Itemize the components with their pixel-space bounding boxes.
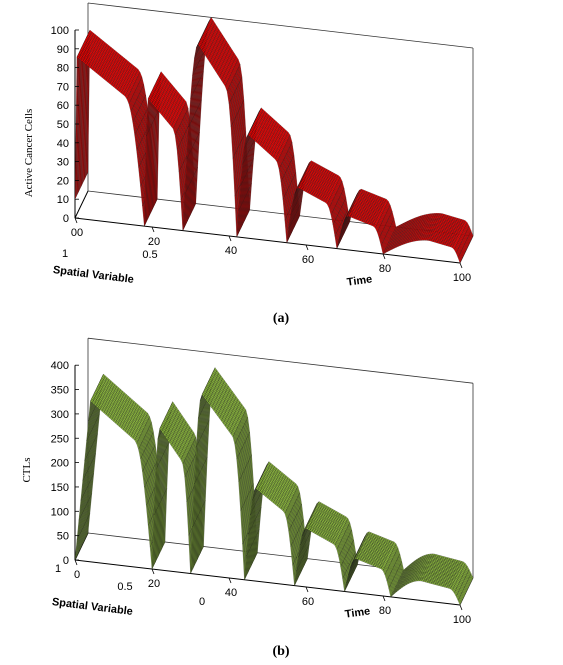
z-axis-label: Active Cancer Cells	[23, 109, 35, 198]
time-tick-mark	[151, 226, 155, 233]
panel-caption: (a)	[273, 311, 290, 326]
time-tick-label: 40	[225, 245, 237, 257]
surface	[74, 367, 474, 606]
time-tick-mark	[305, 244, 309, 251]
z-tick-label: 40	[57, 138, 69, 150]
time-tick-label: 20	[148, 236, 160, 248]
z-tick-label: 30	[57, 157, 69, 169]
time-tick-label: 60	[302, 254, 314, 266]
space-axis-label: Spatial Variable	[52, 264, 134, 286]
z-tick-label: 0	[63, 213, 69, 225]
space-axis-line	[74, 190, 89, 219]
z-tick-label: 70	[57, 81, 69, 93]
time-tick-label: 80	[379, 263, 391, 275]
z-tick-label: 50	[57, 119, 69, 131]
box-line	[87, 2, 474, 49]
surface	[74, 17, 474, 264]
space-ticks: 1 0.5	[62, 248, 158, 261]
time-tick-mark	[74, 217, 78, 224]
time-axis-line	[74, 217, 461, 264]
time-axis-label: Time	[346, 273, 373, 288]
time-tick-mark	[382, 253, 386, 260]
time-tick-mark	[459, 262, 463, 269]
space-tick-label: 0.5	[142, 249, 157, 261]
space-tick-label: 1	[62, 248, 68, 260]
z-tick-label: 60	[57, 100, 69, 112]
z-tick-label: 10	[57, 194, 69, 206]
time-tick-label: 100	[453, 272, 471, 284]
z-tick-label: 80	[57, 63, 69, 75]
box-line	[87, 337, 474, 384]
time-tick-mark	[228, 235, 232, 242]
z-tick-label: 90	[57, 44, 69, 56]
panel-b: 05010015020025030035040002040608010010.5…	[21, 337, 474, 659]
z-tick-label: 20	[57, 175, 69, 187]
z-tick-label: 100	[51, 25, 69, 37]
time-tick-label: 00	[71, 227, 83, 239]
